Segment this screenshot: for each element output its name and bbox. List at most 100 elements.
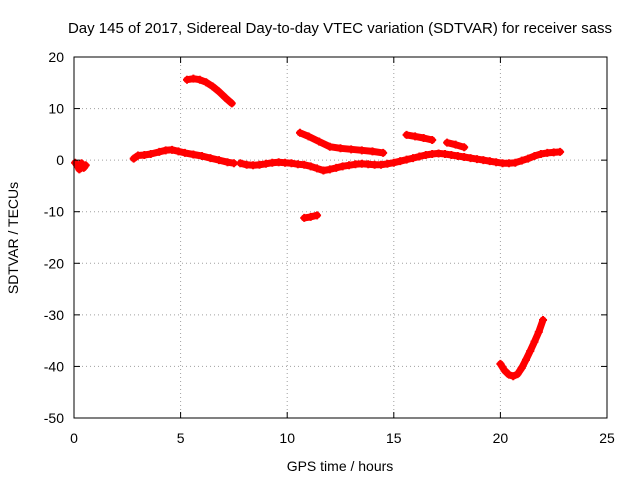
- y-tick-label: -50: [44, 410, 64, 426]
- data-point: [472, 155, 481, 164]
- data-point: [304, 132, 313, 141]
- data-point: [129, 154, 138, 163]
- series-segment-7: [443, 138, 469, 152]
- y-tick-label: 10: [48, 101, 64, 117]
- series-segment-2: [129, 145, 238, 168]
- y-tick-label: -40: [44, 358, 64, 374]
- grid-lines: [74, 57, 607, 418]
- data-point: [189, 150, 198, 159]
- chart-title: Day 145 of 2017, Sidereal Day-to-day VTE…: [68, 20, 612, 37]
- data-point: [319, 166, 328, 175]
- data-point: [81, 161, 90, 170]
- data-point: [496, 359, 505, 368]
- data-point: [338, 162, 347, 171]
- data-point: [287, 159, 296, 168]
- data-point: [443, 138, 452, 147]
- data-point: [223, 158, 232, 167]
- data-point: [345, 161, 354, 170]
- series-segment-3: [236, 147, 565, 175]
- x-tick-label: 15: [386, 430, 402, 446]
- y-tick-label: -30: [44, 307, 64, 323]
- y-tick-labels: -50 -40 -30 -20 -10 0 10 20: [44, 49, 64, 426]
- data-point: [509, 372, 518, 381]
- data-point: [182, 75, 191, 84]
- data-point: [389, 158, 398, 167]
- y-axis-label: SDTVAR / TECUs: [5, 182, 21, 294]
- data-point: [521, 355, 530, 364]
- series-segment-6: [402, 130, 437, 145]
- data-point: [168, 145, 177, 154]
- data-point: [325, 165, 334, 174]
- data-point: [189, 74, 198, 83]
- data-point: [379, 148, 388, 157]
- series-segment-4: [182, 74, 236, 108]
- data-point: [524, 154, 533, 163]
- data-point: [315, 137, 324, 146]
- data-point: [460, 153, 469, 162]
- axis-ticks: [73, 56, 608, 419]
- y-tick-label: -20: [44, 255, 64, 271]
- x-tick-label: 25: [599, 430, 615, 446]
- data-point: [485, 157, 494, 166]
- data-point: [214, 87, 223, 96]
- data-point: [255, 160, 264, 169]
- data-point: [357, 146, 366, 155]
- data-point: [306, 212, 315, 221]
- data-point: [428, 136, 437, 145]
- data-point: [313, 211, 322, 220]
- data-point: [415, 152, 424, 161]
- data-point: [517, 363, 526, 372]
- data-point: [368, 147, 377, 156]
- data-point: [479, 156, 488, 165]
- data-point: [530, 337, 539, 346]
- plot-frame: [73, 56, 608, 419]
- data-point: [460, 143, 469, 152]
- data-point: [513, 370, 522, 379]
- data-point: [300, 160, 309, 169]
- data-point: [526, 346, 535, 355]
- data-point: [77, 159, 86, 168]
- data-point: [347, 145, 356, 154]
- data-point: [313, 164, 322, 173]
- data-point: [155, 147, 164, 156]
- data-point: [336, 144, 345, 153]
- data-point: [261, 159, 270, 168]
- data-point: [208, 82, 217, 91]
- data-point: [511, 158, 520, 167]
- x-tick-labels: 0 5 10 15 20 25: [70, 430, 615, 446]
- data-point: [534, 327, 543, 336]
- data-point: [517, 156, 526, 165]
- data-point: [140, 150, 149, 159]
- data-point: [214, 156, 223, 165]
- data-point: [440, 149, 449, 158]
- x-tick-label: 20: [493, 430, 509, 446]
- x-tick-label: 0: [70, 430, 78, 446]
- data-point: [227, 99, 236, 108]
- data-series: [71, 74, 565, 381]
- data-point: [295, 128, 304, 137]
- y-tick-label: 20: [48, 49, 64, 65]
- data-point: [411, 132, 420, 141]
- data-point: [396, 157, 405, 166]
- data-point: [236, 159, 245, 168]
- data-point: [402, 155, 411, 164]
- data-point: [492, 158, 501, 167]
- x-tick-label: 10: [279, 430, 295, 446]
- data-point: [195, 75, 204, 84]
- data-point: [332, 163, 341, 172]
- data-point: [451, 140, 460, 149]
- series-segment-5: [295, 128, 388, 157]
- x-axis-label: GPS time / hours: [287, 458, 394, 474]
- data-point: [221, 93, 230, 102]
- data-point: [174, 147, 183, 156]
- data-point: [202, 78, 211, 87]
- data-point: [197, 152, 206, 161]
- series-segment-8: [300, 211, 322, 222]
- series-segment-9: [496, 316, 548, 381]
- data-point: [73, 161, 82, 170]
- x-tick-label: 5: [177, 430, 185, 446]
- data-point: [466, 154, 475, 163]
- data-point: [536, 149, 545, 158]
